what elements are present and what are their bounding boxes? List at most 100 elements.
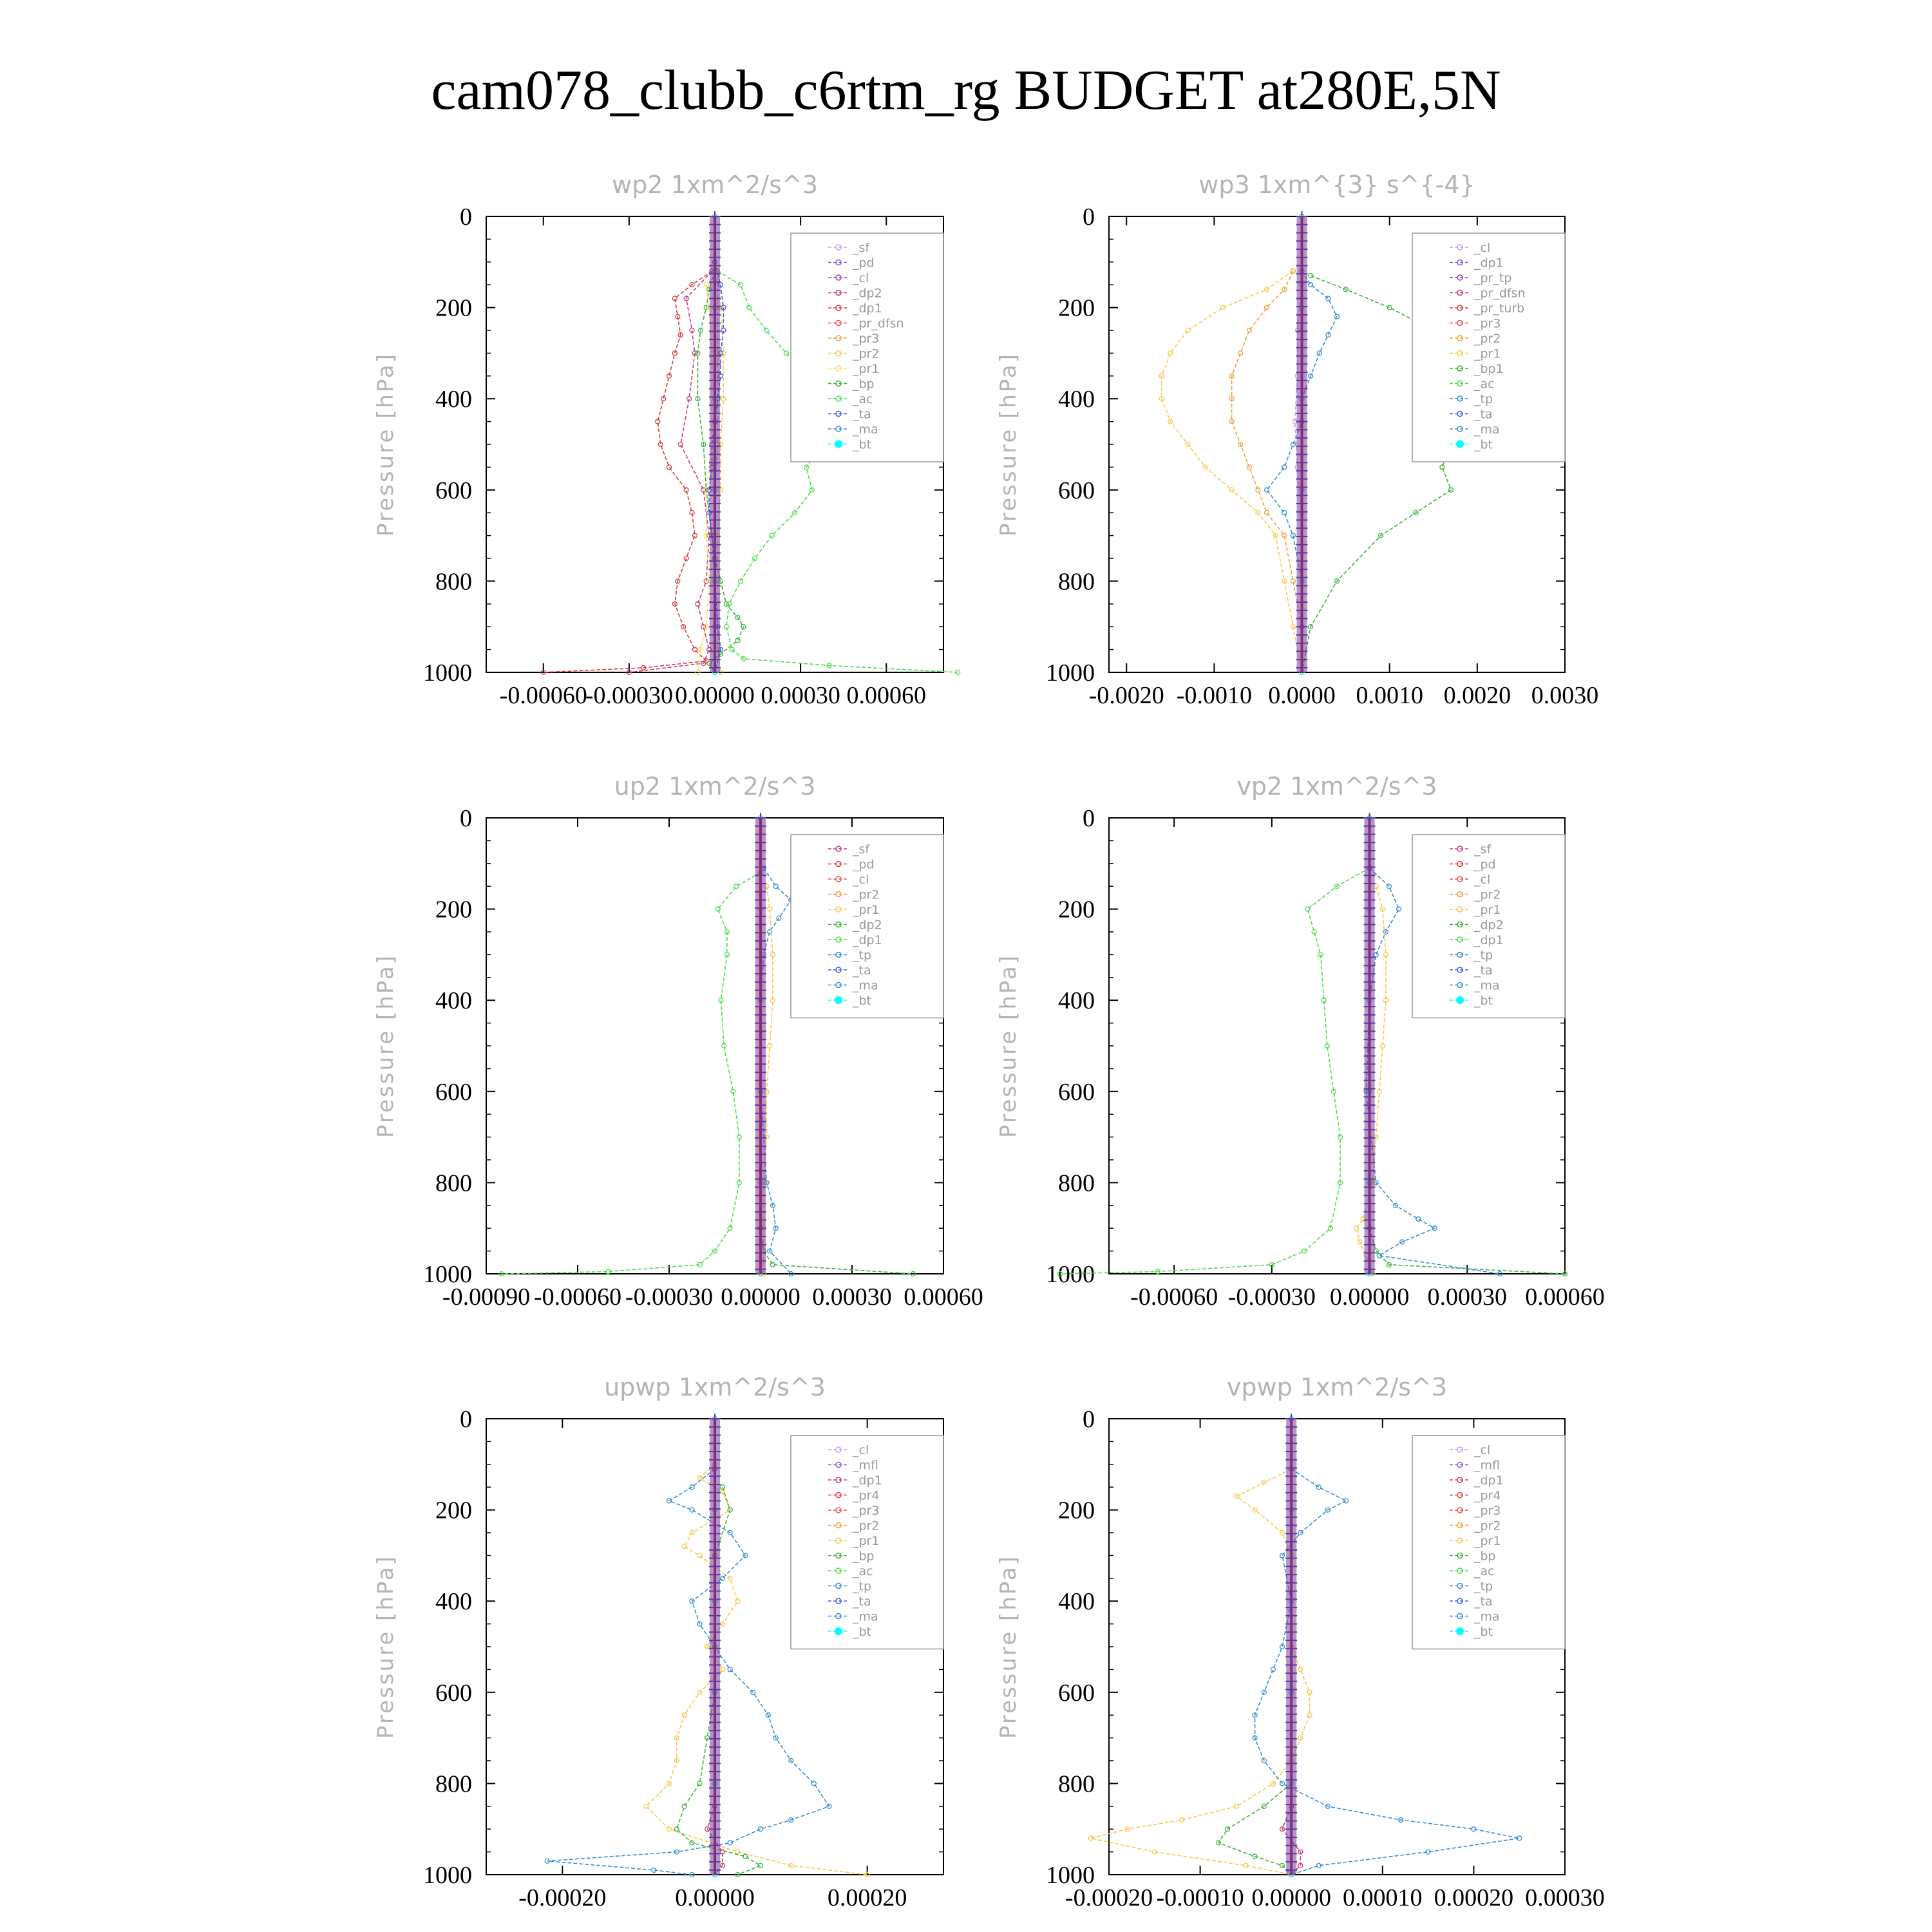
legend-entry: _ma [1473, 422, 1500, 437]
series-point-pr1 [770, 952, 776, 958]
legend-marker [1457, 259, 1463, 266]
series-point-tp [727, 1840, 733, 1846]
legend-marker [1457, 1522, 1463, 1529]
legend-marker [835, 440, 842, 448]
legend-marker [1457, 1477, 1463, 1483]
series-point-dp2 [626, 669, 632, 676]
series-point-tp [767, 929, 773, 935]
series-point-tp [770, 1202, 776, 1208]
series-point-dp1 [498, 1271, 504, 1277]
series-point-pr1 [1376, 1088, 1382, 1094]
series-point-bp [703, 305, 709, 310]
x-tick-label: 0.00000 [1330, 1283, 1410, 1311]
series-point-dp2 [1386, 1262, 1392, 1267]
series-point-pr1 [1159, 396, 1164, 402]
series-point-pr2 [1282, 287, 1287, 292]
series-point-pr1 [703, 282, 709, 288]
series-line-dp1 [1060, 867, 1370, 1274]
panel-vp2: vp2 1xm^2/s^3 Pressure [hPa] 0 200 400 600 800… [996, 772, 1605, 1311]
series-point-bp [697, 1781, 703, 1786]
series-point-tp [788, 1757, 794, 1764]
series-point-bp1 [1439, 464, 1445, 470]
series-point-dp1 [724, 952, 730, 958]
x-tick-label: -0.0010 [1177, 682, 1252, 709]
x-tick-label: 0.0000 [1268, 682, 1336, 709]
series-point-pr2 [1238, 441, 1244, 448]
legend-entry: _ma [852, 422, 878, 437]
series-point-pr1 [697, 1689, 703, 1695]
series-point-pr1 [703, 624, 709, 630]
y-tick-label: 400 [1058, 1588, 1095, 1615]
series-point-pr1 [1354, 1226, 1359, 1231]
legend-entry: _pr_dfsn [1473, 287, 1526, 301]
series-point-dp1 [683, 555, 689, 562]
series-point-dp2 [695, 601, 701, 607]
series-point-dp1 [1298, 1849, 1303, 1855]
legend-marker [835, 1567, 842, 1574]
legend-entry: _pr4 [1473, 1489, 1501, 1503]
series-point-pr1 [1357, 1239, 1363, 1245]
series-point-tp [727, 1667, 733, 1672]
x-tick-label: 0.00010 [1343, 1884, 1423, 1911]
series-point-tp [1396, 906, 1402, 912]
legend-entry: _dp2 [1473, 918, 1504, 933]
plot-title: vp2 1xm^2/s^3 [1236, 772, 1437, 800]
series-point-pr1 [1202, 464, 1208, 470]
series-point-tp [826, 1803, 832, 1809]
series-point-dp2 [1562, 1271, 1568, 1277]
series-point-dp1 [727, 1226, 733, 1231]
series-point-dp1 [675, 314, 681, 319]
legend-box [790, 1435, 944, 1650]
x-tick-label: -0.00060 [1130, 1283, 1218, 1311]
y-tick-label: 800 [1058, 1770, 1095, 1797]
x-tick-label: -0.00020 [518, 1884, 606, 1911]
y-axis-label: Pressure [hPa] [996, 954, 1021, 1138]
x-tick-label: 0.00020 [828, 1884, 907, 1911]
y-tick-label: 0 [1083, 204, 1095, 231]
series-point-dp1 [672, 601, 678, 607]
legend-box [790, 834, 944, 1019]
legend-marker [835, 1461, 842, 1468]
legend-marker [1457, 410, 1463, 417]
series-point-pr1 [735, 1598, 741, 1604]
legend-marker [835, 1477, 842, 1483]
series-point-bp [1261, 1803, 1267, 1809]
series-point-dp1 [689, 510, 695, 516]
legend-entry: _bp [852, 377, 875, 392]
series-point-tp [811, 1781, 817, 1786]
series-point-tp [1282, 464, 1287, 470]
series-point-pr1 [1168, 419, 1173, 424]
series-point-ac [723, 624, 729, 630]
series-point-pr1 [1252, 1507, 1258, 1513]
legend-marker [835, 906, 842, 913]
panel-wp3: wp3 1xm^{3} s^{-4} Pressure [hPa] 0 200 400 6… [996, 171, 1598, 709]
series-point-tp [1392, 1202, 1399, 1208]
legend-entry: _tp [1473, 392, 1493, 406]
y-tick-label: 400 [435, 1588, 472, 1615]
series-point-bp [674, 1826, 679, 1832]
series-point-tp [1270, 1667, 1276, 1672]
series-point-pr1 [1220, 305, 1226, 310]
legend-entry: _pr3 [852, 332, 879, 346]
legend-marker [835, 936, 842, 943]
series-point-tp [773, 884, 779, 889]
series-line-dp2 [629, 270, 713, 673]
series-point-tp [1252, 1712, 1258, 1718]
series-point-tp [1316, 1862, 1321, 1868]
series-point-dp1 [1318, 952, 1323, 958]
series-point-pr2 [1246, 464, 1252, 470]
series-point-tp [1325, 1803, 1331, 1809]
series-point-pr1 [1279, 1530, 1285, 1536]
legend-entry: _pr3 [1473, 1504, 1501, 1518]
series-point-pr1 [705, 1643, 710, 1650]
series-point-pr1 [1255, 510, 1261, 516]
series-point-ta [721, 327, 726, 334]
plot-title: wp3 1xm^{3} s^{-4} [1198, 171, 1475, 199]
legend-marker [1457, 319, 1463, 327]
legend-entry: _bt [1473, 438, 1493, 452]
series-point-dp1 [677, 332, 683, 338]
legend-marker [1457, 1492, 1463, 1499]
series-point-bp [1224, 1826, 1231, 1832]
series-point-tp [757, 1826, 764, 1832]
legend-marker [835, 305, 842, 311]
